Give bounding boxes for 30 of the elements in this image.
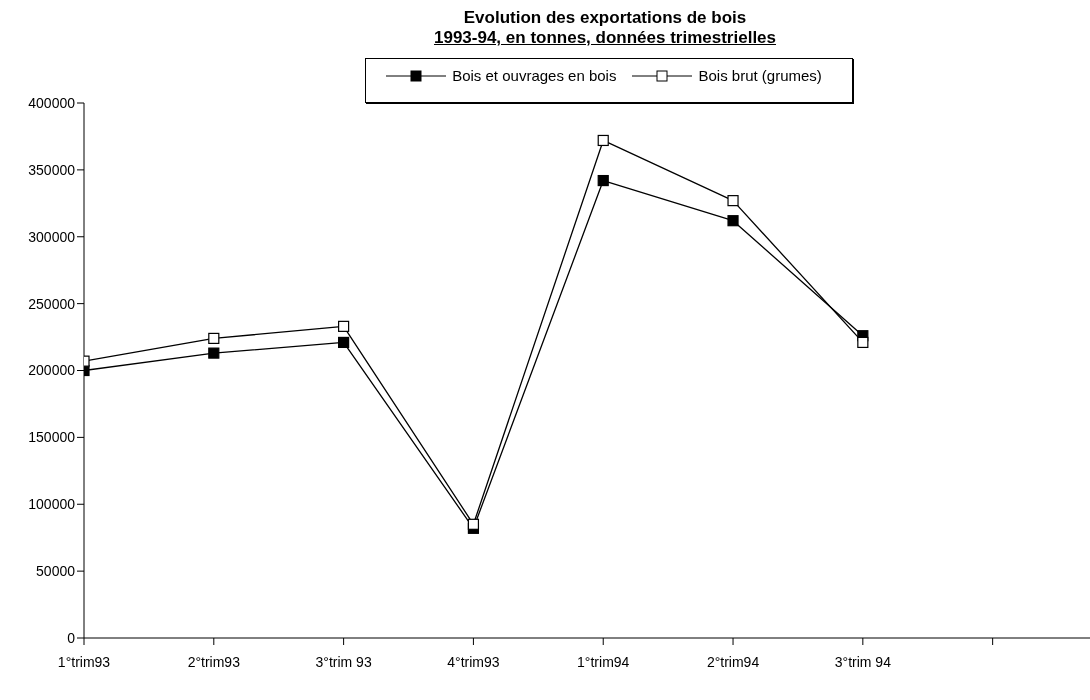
y-tick-label: 400000 (28, 94, 76, 111)
point (338, 336, 350, 349)
chart-title: Evolution des exportations de bois (462, 8, 748, 28)
y-tick-label: 350000 (28, 161, 76, 178)
point (857, 336, 869, 349)
y-tick-label: 100000 (28, 496, 76, 513)
x-tick-label: 3°trim 93 (315, 653, 372, 670)
chart-subtitle: 1993-94, en tonnes, données trimestrielles (433, 28, 777, 48)
legend-label: Bois et ouvrages en bois (451, 67, 617, 84)
point (208, 347, 220, 359)
x-tick-label: 4°trim93 (447, 653, 500, 670)
x-tick-label: 1°trim94 (577, 653, 630, 670)
y-tick-label: 150000 (28, 429, 76, 446)
y-tick-label: 250000 (28, 295, 76, 312)
y-tick-label: 50000 (36, 563, 76, 580)
y-tick-label: 300000 (28, 228, 76, 245)
point (338, 320, 350, 332)
x-tick-label: 2°trim93 (187, 653, 241, 670)
point (597, 134, 609, 147)
point (727, 195, 739, 207)
point (727, 215, 739, 227)
legend-label: Bois brut (grumes) (697, 67, 822, 84)
y-tick-label: 200000 (28, 362, 76, 379)
y-tick-label: 0 (67, 629, 76, 646)
point (467, 518, 480, 530)
point (597, 174, 609, 187)
x-tick-label: 2°trim94 (706, 653, 760, 670)
x-tick-label: 3°trim 94 (834, 653, 892, 670)
point (208, 332, 220, 344)
x-tick-label: 1°trim93 (57, 653, 111, 670)
